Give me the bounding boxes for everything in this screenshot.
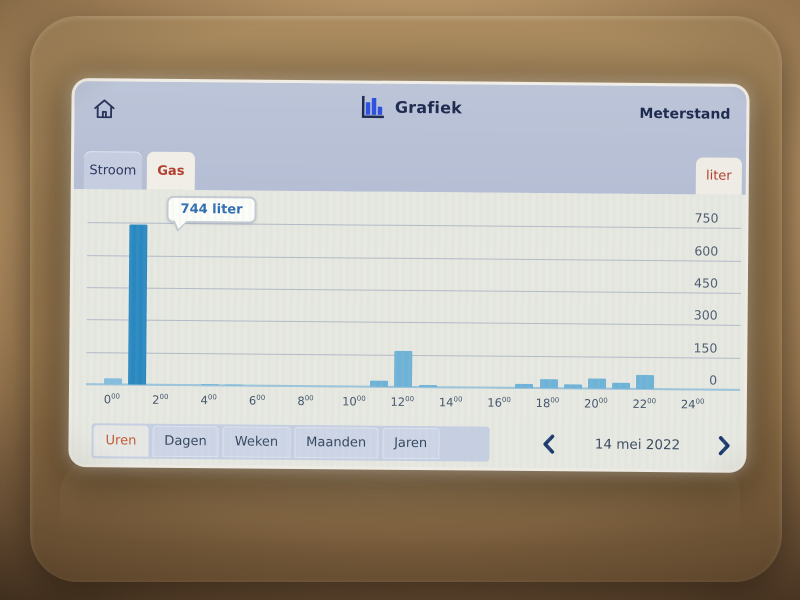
bar-hour-22[interactable]	[636, 374, 655, 390]
x-tick-label-4: 400	[200, 393, 217, 408]
tab-stroom-label: Stroom	[89, 162, 137, 179]
x-tick-label-18: 1800	[535, 396, 560, 411]
y-tick-label: 150	[693, 340, 718, 356]
x-tick-label-24: 2400	[680, 397, 705, 412]
gridline-450	[86, 287, 741, 294]
unit-tab-liter[interactable]: liter	[695, 157, 743, 195]
header-zone: Grafiek Meterstand Stroom Gas liter	[73, 81, 747, 195]
bar-chart-icon	[361, 95, 384, 119]
y-tick-label: 600	[694, 243, 719, 259]
energy-tabs: Stroom Gas	[83, 151, 196, 191]
tab-gas[interactable]: Gas	[146, 151, 196, 191]
current-date: 14 mei 2022	[594, 436, 681, 454]
bar-hour-5[interactable]	[225, 384, 244, 386]
home-button[interactable]	[90, 95, 118, 123]
x-tick-label-22: 2200	[632, 396, 657, 412]
period-tab-uren[interactable]: Uren	[93, 425, 149, 457]
value-tooltip: 744 liter	[166, 195, 257, 224]
bar-hour-21[interactable]	[612, 382, 631, 389]
tab-gas-label: Gas	[157, 163, 185, 179]
next-date-button[interactable]	[717, 435, 733, 457]
bezel-glow	[60, 455, 740, 565]
tab-stroom[interactable]: Stroom	[83, 151, 143, 190]
chevron-right-icon	[718, 436, 730, 456]
chevron-left-icon	[543, 434, 555, 454]
x-tick-label-16: 1600	[487, 395, 511, 410]
x-tick-label-14: 1400	[438, 395, 463, 410]
x-tick-label-0: 000	[103, 392, 121, 407]
header-bar: Grafiek Meterstand	[74, 81, 746, 143]
y-tick-label: 0	[709, 372, 718, 388]
period-tab-maanden[interactable]: Maanden	[294, 426, 379, 459]
x-tick-label-20: 2000	[584, 396, 608, 411]
period-tab-dagen[interactable]: Dagen	[152, 425, 219, 458]
bar-hour-19[interactable]	[563, 384, 582, 389]
home-icon	[94, 99, 115, 119]
period-tab-strip: Uren Dagen Weken Maanden Jaren	[91, 423, 490, 462]
meterstand-link[interactable]: Meterstand	[639, 105, 731, 123]
page-title: Grafiek	[394, 97, 463, 118]
x-tick-label-8: 800	[297, 393, 314, 409]
bar-hour-20[interactable]	[588, 378, 607, 389]
bar-hour-17[interactable]	[515, 383, 534, 389]
x-tick-label-10: 1000	[342, 394, 366, 409]
x-tick-label-6: 600	[248, 393, 266, 408]
gridline-600	[87, 254, 742, 262]
x-tick-label-2: 200	[152, 392, 169, 407]
bar-hour-11[interactable]	[370, 380, 389, 387]
y-tick-label: 300	[693, 307, 718, 323]
period-tab-jaren[interactable]: Jaren	[381, 427, 440, 460]
tooltip-label: 744 liter	[180, 201, 243, 218]
header-title-group: Grafiek	[359, 93, 462, 121]
y-tick-label: 450	[694, 275, 718, 291]
bar-hour-4[interactable]	[200, 384, 219, 386]
bar-hour-1[interactable]	[128, 224, 148, 385]
bar-hour-0[interactable]	[104, 377, 123, 385]
chart-panel: 0 150 300 450 600 750 000 200 400 600 800 1000 1200 1…	[71, 189, 746, 470]
bar-hour-18[interactable]	[539, 379, 558, 389]
date-navigation: 14 mei 2022	[541, 429, 733, 461]
y-tick-label: 750	[694, 210, 719, 226]
gridline-150	[86, 351, 741, 359]
bar-hour-12[interactable]	[394, 351, 413, 387]
unit-label: liter	[705, 168, 732, 184]
bar-hour-13[interactable]	[418, 384, 437, 388]
period-tab-weken[interactable]: Weken	[222, 426, 291, 458]
touchscreen: Grafiek Meterstand Stroom Gas liter 0 150…	[71, 81, 747, 470]
gridline-300	[86, 319, 741, 327]
prev-date-button[interactable]	[541, 433, 557, 455]
x-tick-label-12: 1200	[390, 394, 415, 409]
